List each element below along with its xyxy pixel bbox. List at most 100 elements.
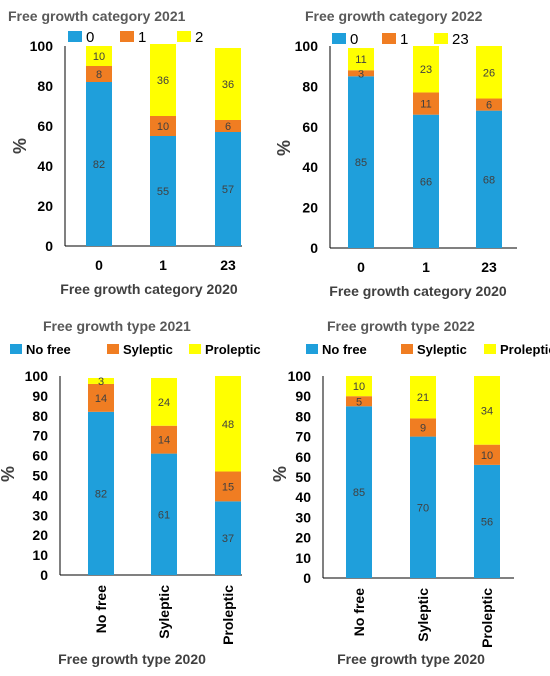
data-label: 82 — [93, 159, 105, 171]
bar-segment — [151, 425, 177, 454]
y-tick-label: 100 — [288, 368, 312, 384]
chart-panel-3: Free growth type 2021 No free Syleptic Prol… — [0, 318, 261, 667]
x-axis-title: Free growth type 2020 — [58, 651, 206, 667]
data-label: 10 — [157, 121, 169, 133]
bar-segment — [151, 377, 177, 426]
bar-segment — [410, 436, 436, 578]
x-tick-label: 1 — [422, 259, 430, 275]
legend-swatch — [306, 344, 318, 354]
data-label: 11 — [355, 54, 366, 66]
chart-title: Free growth type 2022 — [327, 318, 475, 334]
y-tick-label: 30 — [32, 507, 48, 523]
y-axis-title: % — [0, 466, 18, 482]
data-label: 8 — [96, 69, 102, 81]
y-tick-label: 100 — [30, 38, 54, 54]
y-tick-label: 50 — [32, 468, 48, 484]
y-tick-label: 0 — [40, 567, 48, 583]
legend-label: 1 — [400, 31, 408, 48]
data-label: 34 — [481, 405, 493, 417]
data-label: 5 — [356, 396, 362, 408]
data-label: 10 — [93, 51, 105, 63]
data-label: 68 — [483, 174, 495, 186]
y-axis-title: % — [274, 140, 294, 156]
x-tick-label: 23 — [220, 257, 236, 273]
data-label: 23 — [420, 64, 432, 76]
data-label: 55 — [157, 186, 169, 198]
legend-swatch — [401, 344, 413, 354]
legend-label: 1 — [138, 29, 146, 46]
y-tick-label: 60 — [32, 448, 48, 464]
y-tick-label: 60 — [295, 449, 311, 465]
bar-segment — [476, 46, 502, 99]
y-tick-label: 80 — [295, 408, 311, 424]
y-tick-label: 0 — [310, 240, 318, 256]
legend-swatch — [189, 344, 201, 354]
y-tick-label: 60 — [37, 118, 53, 134]
bar-segment — [346, 376, 372, 397]
bar-segment — [215, 501, 241, 575]
data-label: 82 — [95, 488, 107, 500]
bar-segment — [474, 464, 500, 578]
y-tick-label: 30 — [295, 509, 311, 525]
y-tick-label: 100 — [25, 368, 49, 384]
y-tick-label: 90 — [32, 388, 48, 404]
data-label: 48 — [222, 419, 234, 431]
legend-label: 0 — [350, 31, 358, 48]
bar-segment — [86, 82, 112, 246]
y-tick-label: 20 — [295, 530, 311, 546]
bar-segment — [88, 411, 114, 575]
chart-title: Free growth category 2021 — [8, 8, 186, 24]
data-label: 36 — [157, 75, 169, 87]
y-tick-label: 60 — [302, 119, 318, 135]
data-label: 14 — [95, 393, 107, 405]
bar-segment — [346, 396, 372, 407]
y-tick-label: 80 — [32, 408, 48, 424]
x-tick-label: 0 — [357, 259, 365, 275]
legend-swatch — [120, 31, 134, 42]
bar-segment — [150, 136, 176, 246]
bar-segment — [215, 48, 241, 120]
x-tick-label: No free — [93, 585, 109, 633]
y-tick-label: 40 — [302, 159, 318, 175]
legend-label: Proleptic — [500, 342, 550, 357]
data-label: 21 — [417, 392, 429, 404]
y-tick-label: 0 — [303, 570, 311, 586]
data-label: 10 — [481, 450, 493, 462]
data-label: 36 — [222, 79, 234, 91]
y-tick-label: 100 — [295, 38, 319, 54]
y-tick-label: 80 — [37, 78, 53, 94]
bar-segment — [215, 132, 241, 246]
data-label: 66 — [420, 176, 432, 188]
y-axis-title: % — [10, 138, 30, 154]
bar-segment — [474, 444, 500, 465]
legend-swatch — [107, 344, 119, 354]
bar-segment — [348, 48, 374, 71]
y-tick-label: 20 — [32, 527, 48, 543]
data-label: 61 — [158, 509, 170, 521]
data-label: 15 — [222, 481, 234, 493]
x-tick-label: Syleptic — [415, 588, 431, 642]
chart-panel-4: Free growth type 2022 No free Syleptic Prol… — [270, 318, 550, 667]
y-tick-label: 90 — [295, 388, 311, 404]
y-tick-label: 70 — [32, 428, 48, 444]
y-tick-label: 40 — [32, 487, 48, 503]
bar-segment — [150, 116, 176, 136]
data-label: 56 — [481, 516, 493, 528]
bar-segment — [474, 376, 500, 445]
y-tick-label: 70 — [295, 429, 311, 445]
legend-swatch — [177, 31, 191, 42]
x-tick-label: Proleptic — [220, 585, 236, 645]
chart-title: Free growth category 2022 — [305, 8, 483, 24]
x-tick-label: 23 — [481, 259, 497, 275]
data-label: 37 — [222, 533, 234, 545]
bar-segment — [215, 471, 241, 502]
bar-segment — [410, 418, 436, 437]
y-tick-label: 80 — [302, 78, 318, 94]
data-label: 24 — [158, 397, 170, 409]
legend-swatch — [10, 344, 22, 354]
y-tick-label: 10 — [295, 550, 311, 566]
data-label: 57 — [222, 184, 234, 196]
